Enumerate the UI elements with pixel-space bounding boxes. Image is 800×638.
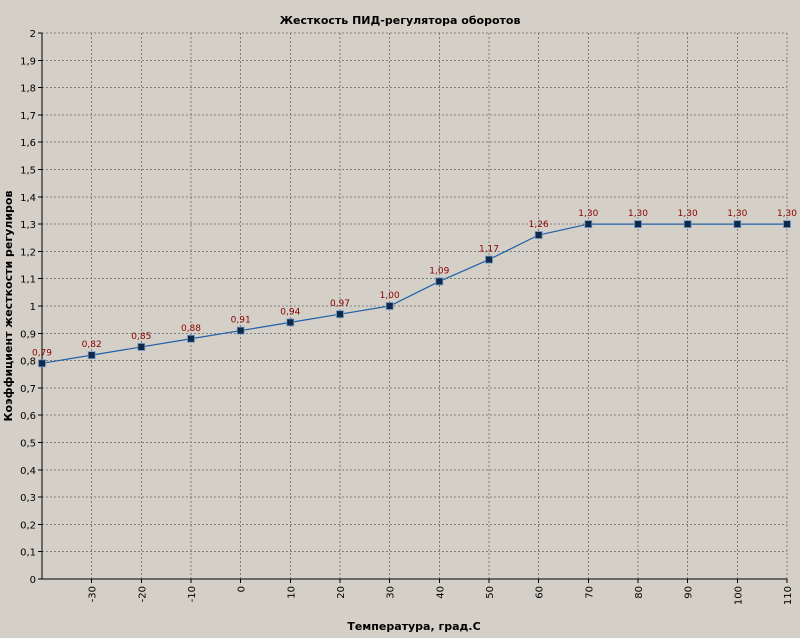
x-tick-label: 30 [386, 586, 397, 599]
data-point [137, 343, 146, 351]
x-tick-label: -20 [137, 586, 148, 602]
y-tick-label: 0,4 [20, 466, 36, 477]
x-tick-label: 50 [485, 586, 496, 599]
x-tick-label: 110 [783, 586, 794, 605]
data-point [385, 302, 394, 310]
y-tick-label: 2 [30, 29, 36, 40]
data-point [485, 255, 493, 264]
data-label: 1,30 [727, 209, 747, 219]
y-tick-label: 1,4 [20, 193, 36, 204]
series [38, 220, 791, 368]
data-point [683, 220, 692, 229]
x-tick-label: 70 [584, 586, 595, 599]
x-tick-label: 0 [237, 586, 248, 592]
y-tick-label: 0,6 [20, 411, 36, 422]
data-point [584, 220, 593, 229]
y-tick-label: 1 [30, 302, 36, 313]
y-tick-label: 1,5 [20, 166, 36, 177]
data-label: 0,88 [181, 324, 201, 334]
grid [42, 32, 788, 579]
x-tick-label: 90 [684, 586, 695, 599]
axes [38, 32, 788, 583]
y-tick-label: 1,3 [20, 220, 36, 231]
data-point [336, 310, 344, 319]
data-label: 1,30 [777, 209, 797, 219]
data-point [534, 231, 543, 239]
data-point [286, 318, 295, 327]
data-point [783, 220, 791, 229]
data-label: 1,30 [678, 209, 698, 219]
series-line [41, 223, 787, 364]
y-tick-label: 1,2 [20, 247, 36, 258]
data-label: 0,94 [280, 307, 300, 317]
data-label: 0,85 [131, 332, 151, 342]
data-label: 1,09 [429, 266, 449, 276]
x-axis-label: Температура, град.С [347, 620, 480, 633]
x-tick-label: 100 [733, 586, 744, 605]
data-point [38, 359, 46, 368]
data-label: 0,79 [32, 348, 52, 358]
data-label: 1,00 [380, 291, 400, 301]
y-tick-label: 1,8 [20, 84, 36, 95]
data-label: 1,26 [529, 220, 549, 230]
y-tick-label: 0,8 [20, 357, 36, 368]
data-label: 0,91 [231, 316, 251, 326]
data-label: 1,30 [628, 209, 648, 219]
y-tick-label: 0,3 [20, 493, 36, 504]
y-tick-label: 0,2 [20, 520, 36, 531]
data-labels: 0,79 0,82 0,85 0,88 0,91 0,94 0,97 1,00 1,09 1,17… [32, 209, 797, 358]
x-tick-label: 10 [286, 586, 297, 599]
y-tick-label: 1,7 [20, 111, 36, 122]
y-tick-label: 1,6 [20, 138, 36, 149]
data-label: 0,82 [82, 340, 102, 350]
x-tick-label: 40 [435, 586, 446, 599]
y-tick-label: 0 [30, 575, 36, 586]
y-tick-label: 0,5 [20, 439, 36, 450]
y-tick-label: 1,1 [20, 275, 36, 286]
x-tick-label: -30 [88, 586, 99, 602]
y-tick-label: 0,1 [20, 548, 36, 559]
y-axis-label: Коэффициент жесткости регулиров [2, 191, 15, 422]
data-label: 1,30 [578, 209, 598, 219]
x-tick-label: 60 [535, 586, 546, 599]
data-label: 0,97 [330, 299, 350, 309]
data-point [236, 326, 245, 335]
y-tick-label: 0,9 [20, 329, 36, 340]
data-label: 1,17 [479, 245, 499, 255]
tick-labels: 00,10,20,30,40,50,60,70,80,911,11,21,31,… [20, 29, 794, 605]
x-tick-label: 20 [336, 586, 347, 599]
data-point [634, 220, 642, 229]
x-tick-label: -10 [187, 586, 198, 602]
y-tick-label: 0,7 [20, 384, 36, 395]
data-point [435, 277, 444, 286]
x-tick-label: 80 [634, 586, 645, 599]
chart-title: Жесткость ПИД-регулятора оборотов [280, 14, 521, 27]
data-point [187, 334, 195, 343]
data-point [87, 351, 96, 360]
y-tick-label: 1,9 [20, 56, 36, 67]
data-point [733, 220, 742, 229]
